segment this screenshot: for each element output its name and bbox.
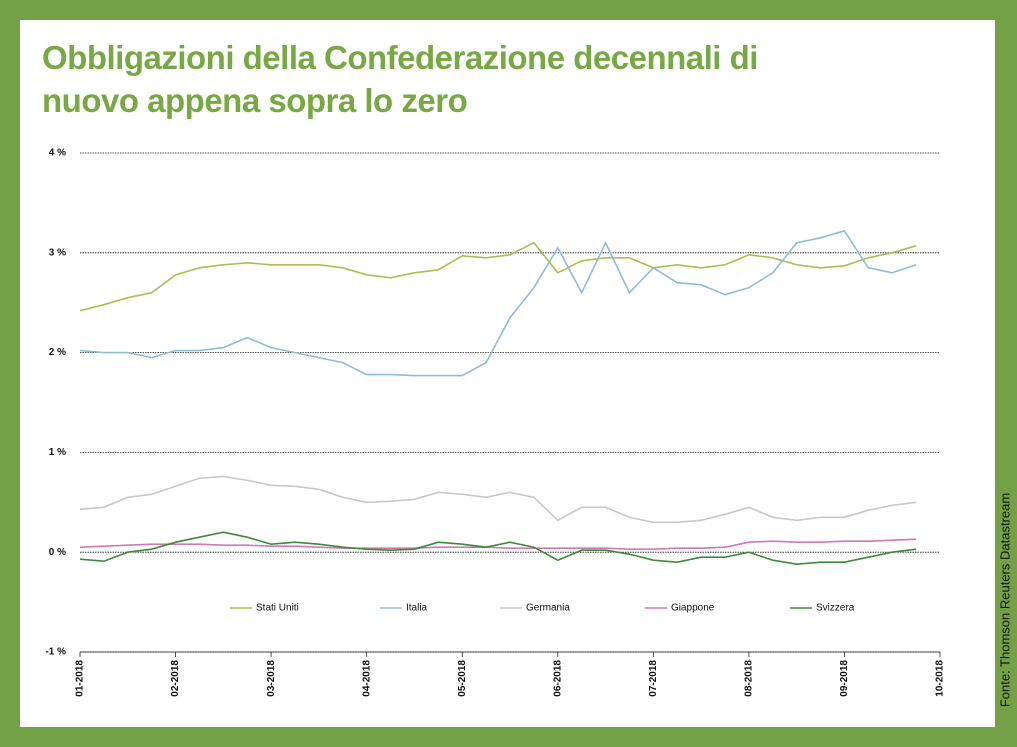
legend-label: Stati Uniti: [256, 603, 299, 614]
x-tick-label: 06-2018: [552, 660, 563, 697]
y-tick-label: 1 %: [49, 447, 66, 458]
line-series: [79, 538, 917, 550]
line-series: [79, 241, 917, 312]
chart-panel: [20, 20, 995, 727]
x-tick-label: 08-2018: [744, 660, 755, 697]
y-tick-label: 4 %: [49, 148, 66, 159]
x-tick-label: 09-2018: [839, 660, 850, 697]
y-tick-label: 3 %: [49, 247, 66, 258]
legend-label: Svizzera: [816, 603, 855, 614]
x-tick-label: 10-2018: [935, 660, 946, 697]
legend-label: Germania: [526, 603, 570, 614]
line-series: [79, 475, 917, 524]
line-series: [79, 229, 917, 377]
x-tick-label: 07-2018: [648, 660, 659, 697]
x-tick-label: 03-2018: [266, 660, 277, 697]
legend-label: Italia: [406, 603, 428, 614]
y-tick-label: 0 %: [49, 547, 66, 558]
y-tick-label: 2 %: [49, 347, 66, 358]
chart-title: Obbligazioni della Confederazione decenn…: [42, 39, 758, 119]
x-tick-label: 02-2018: [170, 660, 181, 697]
x-tick-label: 04-2018: [361, 660, 372, 697]
source: Fonte: Thomson Reuters Datastream: [997, 493, 1012, 707]
y-tick-label: -1 %: [45, 647, 66, 658]
line-series: [79, 531, 917, 566]
x-tick-label: 01-2018: [75, 660, 86, 697]
legend-label: Giappone: [671, 603, 715, 614]
x-tick-label: 05-2018: [457, 660, 468, 697]
